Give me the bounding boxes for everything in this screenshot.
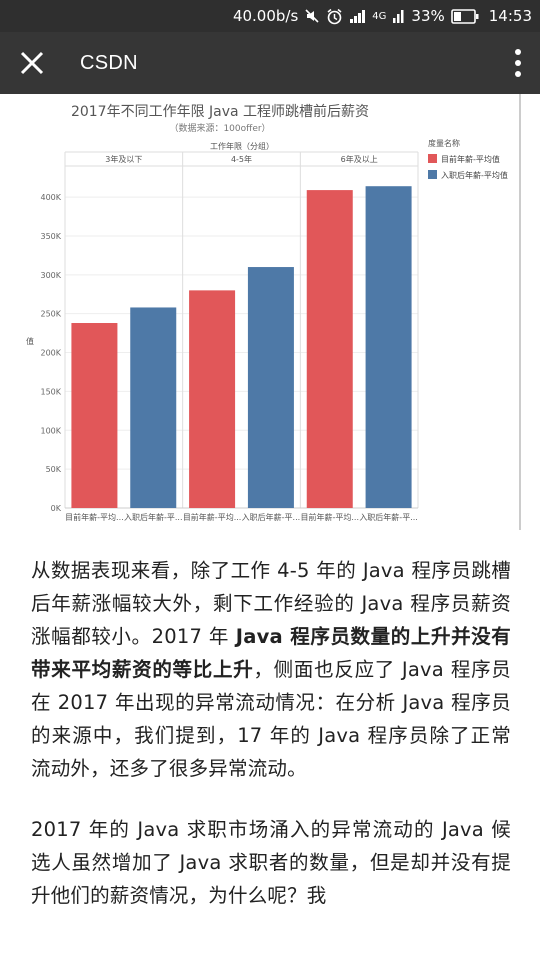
status-icons: 40.00b/s 4G 33% 14:53 <box>233 0 532 32</box>
y-tick-label: 150K <box>40 387 61 396</box>
network-type: 4G <box>372 10 387 22</box>
signal-icon <box>350 10 366 23</box>
bar <box>130 307 177 508</box>
page-title: CSDN <box>80 52 138 74</box>
mute-icon <box>305 9 319 23</box>
y-tick-label: 350K <box>40 232 61 241</box>
y-tick-label: 400K <box>40 193 61 202</box>
y-tick-label: 0K <box>51 504 62 513</box>
network-speed: 40.00b/s <box>232 7 299 25</box>
legend-title: 度量名称 <box>428 138 460 148</box>
close-icon[interactable] <box>18 49 46 77</box>
y-tick-label: 50K <box>46 465 62 474</box>
bar <box>306 190 353 508</box>
article-paragraph-2: 2017 年的 Java 求职市场涌入的异常流动的 Java 候选人虽然增加了 … <box>31 818 511 907</box>
battery-icon <box>450 8 479 24</box>
chart-title: 2017年不同工作年限 Java 工程师跳槽前后薪资 <box>71 103 369 120</box>
status-bar: 40.00b/s 4G 33% 14:53 <box>0 0 540 32</box>
y-tick-label: 200K <box>40 349 61 358</box>
x-tick-label: 目前年薪-平均... <box>300 512 359 522</box>
legend-swatch <box>428 154 437 163</box>
group-label: 3年及以下 <box>105 154 142 164</box>
bar <box>247 267 294 508</box>
article-paragraph-1: 从数据表现来看，除了工作 4-5 年的 Java 程序员跳槽后年薪涨幅较大外，剩… <box>31 554 511 785</box>
x-tick-label: 入职后年薪-平... <box>242 512 301 522</box>
x-tick-label: 入职后年薪-平... <box>359 512 418 522</box>
legend-swatch <box>428 170 437 179</box>
article-text: ，侧面也反应了 Java 程序员在 2017 年出现的异常流动情况：在分析 Ja… <box>31 658 511 780</box>
bar <box>71 323 118 508</box>
y-axis-label: 值 <box>26 336 34 346</box>
app-bar: CSDN <box>0 32 540 94</box>
article-text: 从数据表现来看，除了工作 4-5 年的 Java 程序员跳槽后年薪涨幅较大外，剩… <box>31 559 511 648</box>
chart-subtitle: （数据来源：100offer） <box>169 122 270 134</box>
x-tick-label: 目前年薪-平均... <box>183 512 242 522</box>
legend-entry: 入职后年薪-平均值 <box>441 170 508 180</box>
y-tick-label: 100K <box>40 426 61 435</box>
group-label: 4-5年 <box>231 154 252 164</box>
more-vertical-icon[interactable] <box>512 48 524 78</box>
y-tick-label: 250K <box>40 310 61 319</box>
salary-chart: 2017年不同工作年限 Java 工程师跳槽前后薪资 （数据来源：100offe… <box>0 94 540 530</box>
bar <box>365 186 412 508</box>
x-tick-label: 目前年薪-平均... <box>65 512 124 522</box>
battery-percent: 33% <box>411 7 445 25</box>
article-bold-text: Java 程序员数量的上升并没有带来平均薪资的等比上升 <box>31 625 511 681</box>
chart-svg: 2017年不同工作年限 Java 工程师跳槽前后薪资 （数据来源：100offe… <box>26 94 521 530</box>
legend-entry: 目前年薪-平均值 <box>441 154 500 164</box>
alarm-icon <box>327 8 342 24</box>
x-tick-label: 入职后年薪-平... <box>124 512 183 522</box>
signal-icon-2 <box>393 10 404 23</box>
group-label: 6年及以上 <box>341 154 378 164</box>
y-tick-label: 300K <box>40 271 61 280</box>
article-body: 从数据表现来看，除了工作 4-5 年的 Java 程序员跳槽后年薪涨幅较大外，剩… <box>31 554 511 940</box>
clock: 14:53 <box>488 7 532 25</box>
bar <box>189 290 236 508</box>
group-axis-label: 工作年限（分组） <box>210 141 274 151</box>
